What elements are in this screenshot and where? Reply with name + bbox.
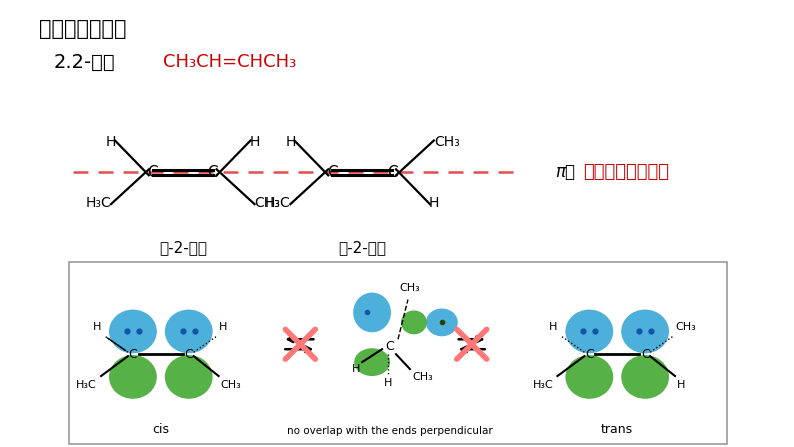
Text: H: H xyxy=(93,322,101,332)
Text: trans: trans xyxy=(601,423,634,436)
Text: cis: cis xyxy=(152,423,169,436)
Text: CH₃: CH₃ xyxy=(221,380,241,390)
Ellipse shape xyxy=(165,355,213,399)
Text: no overlap with the ends perpendicular: no overlap with the ends perpendicular xyxy=(287,426,493,436)
Text: H: H xyxy=(249,135,260,148)
Text: CH₃: CH₃ xyxy=(399,283,420,293)
Text: 反-2-丁烯: 反-2-丁烯 xyxy=(338,240,386,255)
Text: 一、烯烃的结构: 一、烯烃的结构 xyxy=(39,19,127,39)
Text: H: H xyxy=(677,380,685,390)
Text: H: H xyxy=(549,322,557,332)
Text: 顺-2-丁烯: 顺-2-丁烯 xyxy=(159,240,206,255)
Text: CH₃: CH₃ xyxy=(412,372,433,382)
Text: H: H xyxy=(352,364,360,374)
Ellipse shape xyxy=(354,348,390,376)
Text: C: C xyxy=(327,165,337,180)
Text: C: C xyxy=(387,165,397,180)
Text: H₃C: H₃C xyxy=(85,196,111,210)
Ellipse shape xyxy=(165,310,213,353)
Text: H: H xyxy=(384,378,392,388)
Text: H: H xyxy=(285,135,295,148)
Text: H: H xyxy=(429,196,439,210)
Text: π键: π键 xyxy=(556,163,576,181)
Ellipse shape xyxy=(109,310,157,353)
Text: H₃C: H₃C xyxy=(533,380,553,390)
Ellipse shape xyxy=(353,293,391,332)
Ellipse shape xyxy=(621,355,669,399)
Ellipse shape xyxy=(109,355,157,399)
Text: C: C xyxy=(129,348,137,361)
Text: CH₃CH=CHCH₃: CH₃CH=CHCH₃ xyxy=(163,53,296,71)
Text: 2.2-丁烯: 2.2-丁烯 xyxy=(53,53,115,72)
Text: C: C xyxy=(207,165,218,180)
Text: H₃C: H₃C xyxy=(264,196,291,210)
Ellipse shape xyxy=(565,310,613,353)
Text: C: C xyxy=(184,348,193,361)
FancyBboxPatch shape xyxy=(69,262,727,443)
Text: C: C xyxy=(641,348,649,361)
Text: CH₃: CH₃ xyxy=(675,322,696,332)
Ellipse shape xyxy=(621,310,669,353)
Text: H₃C: H₃C xyxy=(76,380,97,390)
Text: H: H xyxy=(218,322,227,332)
Text: C: C xyxy=(585,348,594,361)
Ellipse shape xyxy=(401,311,427,334)
Text: H: H xyxy=(106,135,116,148)
Ellipse shape xyxy=(426,308,458,336)
Ellipse shape xyxy=(565,355,613,399)
Text: CH₃: CH₃ xyxy=(434,135,460,148)
Text: C: C xyxy=(148,165,158,180)
Text: CH₃: CH₃ xyxy=(255,196,280,210)
Text: C: C xyxy=(386,340,395,353)
Text: 不能绕轴自由旋转: 不能绕轴自由旋转 xyxy=(584,163,669,181)
